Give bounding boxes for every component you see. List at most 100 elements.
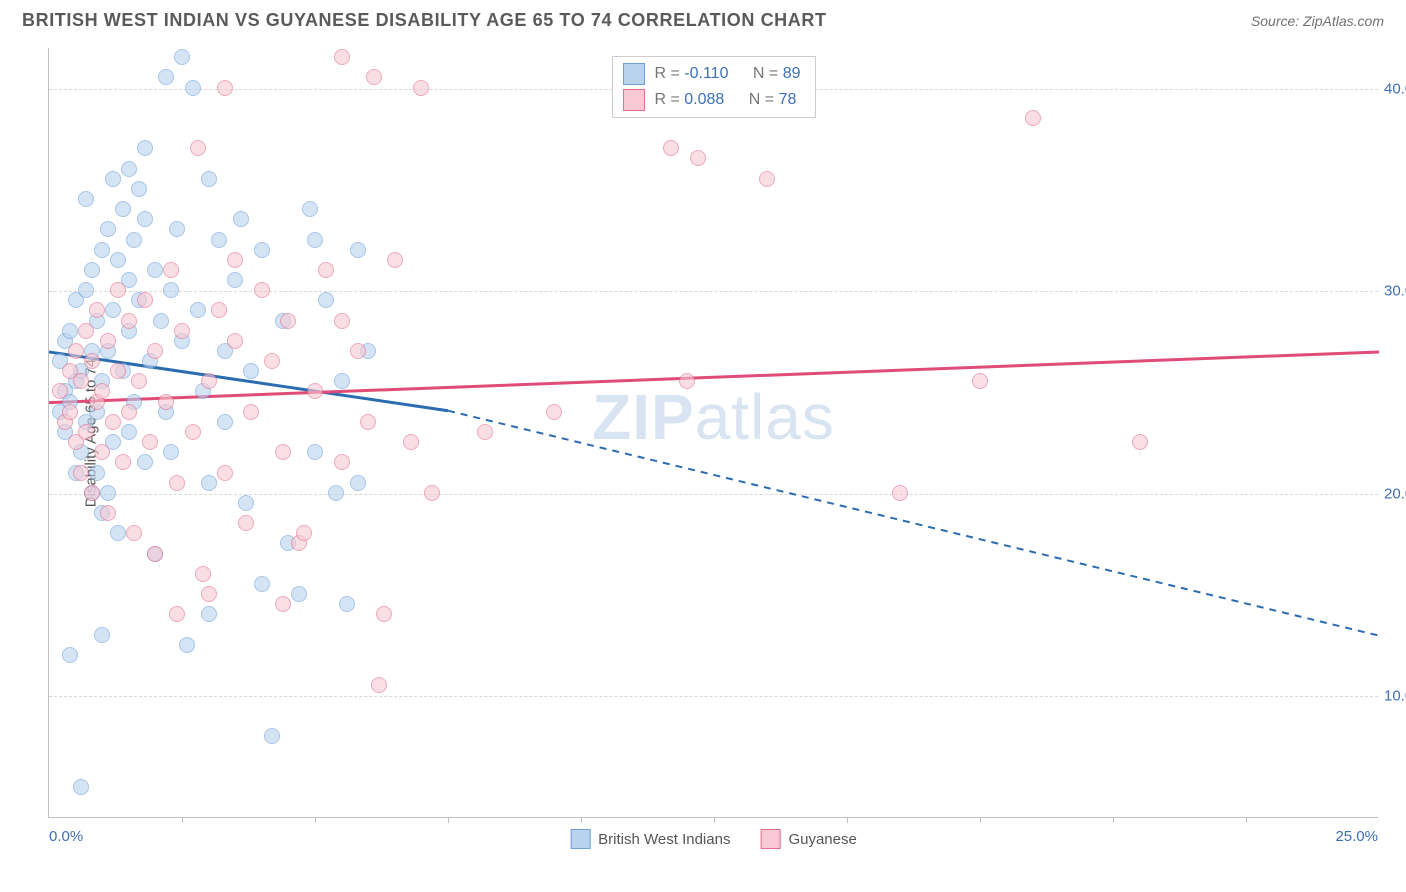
scatter-point-guy [227, 252, 243, 268]
scatter-point-guy [126, 525, 142, 541]
scatter-point-guy [73, 373, 89, 389]
scatter-point-bwi [110, 252, 126, 268]
gridline [49, 291, 1378, 292]
scatter-point-guy [892, 485, 908, 501]
scatter-point-guy [403, 434, 419, 450]
scatter-point-guy [972, 373, 988, 389]
scatter-point-guy [142, 434, 158, 450]
scatter-point-bwi [78, 282, 94, 298]
scatter-point-guy [264, 353, 280, 369]
x-tick [182, 817, 183, 823]
scatter-point-bwi [163, 282, 179, 298]
scatter-point-guy [371, 677, 387, 693]
x-axis-min-label: 0.0% [49, 828, 83, 845]
scatter-point-guy [121, 404, 137, 420]
chart-title: BRITISH WEST INDIAN VS GUYANESE DISABILI… [22, 10, 827, 31]
y-tick-label: 30.0% [1384, 283, 1406, 300]
scatter-point-guy [137, 292, 153, 308]
scatter-point-bwi [307, 232, 323, 248]
scatter-point-guy [334, 454, 350, 470]
scatter-point-bwi [318, 292, 334, 308]
scatter-point-guy [334, 49, 350, 65]
scatter-point-bwi [238, 495, 254, 511]
scatter-point-guy [163, 262, 179, 278]
swatch-guy [622, 89, 644, 111]
x-axis-max-label: 25.0% [1335, 828, 1378, 845]
scatter-point-bwi [233, 211, 249, 227]
scatter-point-bwi [291, 586, 307, 602]
gridline [49, 696, 1378, 697]
scatter-point-bwi [131, 181, 147, 197]
scatter-point-bwi [227, 272, 243, 288]
scatter-point-bwi [328, 485, 344, 501]
scatter-point-guy [318, 262, 334, 278]
scatter-point-guy [73, 465, 89, 481]
scatter-point-bwi [147, 262, 163, 278]
scatter-point-bwi [169, 221, 185, 237]
scatter-point-guy [84, 485, 100, 501]
stats-legend: R = -0.110 N = 89 R = 0.088 N = 78 [611, 56, 815, 118]
scatter-point-bwi [302, 201, 318, 217]
scatter-point-bwi [201, 171, 217, 187]
scatter-point-bwi [334, 373, 350, 389]
swatch-bwi [570, 829, 590, 849]
scatter-point-guy [169, 606, 185, 622]
swatch-bwi [622, 63, 644, 85]
scatter-point-guy [296, 525, 312, 541]
scatter-point-guy [1025, 110, 1041, 126]
scatter-point-bwi [350, 475, 366, 491]
scatter-point-guy [387, 252, 403, 268]
scatter-point-guy [663, 140, 679, 156]
scatter-point-bwi [254, 576, 270, 592]
scatter-point-guy [169, 475, 185, 491]
scatter-point-bwi [100, 221, 116, 237]
scatter-point-guy [238, 515, 254, 531]
scatter-point-guy [105, 414, 121, 430]
scatter-point-bwi [153, 313, 169, 329]
scatter-point-guy [89, 302, 105, 318]
x-tick [448, 817, 449, 823]
scatter-point-guy [690, 150, 706, 166]
swatch-guy [760, 829, 780, 849]
scatter-point-guy [243, 404, 259, 420]
scatter-point-guy [201, 586, 217, 602]
scatter-point-guy [78, 323, 94, 339]
scatter-point-guy [1132, 434, 1148, 450]
scatter-point-bwi [201, 606, 217, 622]
y-tick-label: 40.0% [1384, 80, 1406, 97]
scatter-point-bwi [105, 171, 121, 187]
scatter-point-bwi [339, 596, 355, 612]
scatter-point-bwi [350, 242, 366, 258]
scatter-point-guy [275, 444, 291, 460]
scatter-point-guy [201, 373, 217, 389]
scatter-point-guy [110, 282, 126, 298]
scatter-point-guy [121, 313, 137, 329]
scatter-point-bwi [185, 80, 201, 96]
scatter-point-guy [217, 465, 233, 481]
scatter-point-guy [477, 424, 493, 440]
legend-label-bwi: British West Indians [598, 831, 730, 848]
scatter-point-bwi [62, 323, 78, 339]
scatter-point-guy [62, 404, 78, 420]
scatter-point-guy [334, 313, 350, 329]
y-tick-label: 10.0% [1384, 688, 1406, 705]
scatter-point-guy [68, 343, 84, 359]
scatter-point-guy [350, 343, 366, 359]
scatter-point-bwi [105, 302, 121, 318]
scatter-point-bwi [190, 302, 206, 318]
scatter-point-guy [110, 363, 126, 379]
scatter-point-guy [211, 302, 227, 318]
scatter-point-bwi [137, 140, 153, 156]
legend-item-bwi: British West Indians [570, 829, 730, 849]
scatter-point-guy [84, 353, 100, 369]
scatter-point-bwi [307, 444, 323, 460]
scatter-point-guy [100, 505, 116, 521]
scatter-point-bwi [163, 444, 179, 460]
scatter-point-guy [280, 313, 296, 329]
scatter-point-bwi [217, 414, 233, 430]
scatter-point-guy [190, 140, 206, 156]
scatter-point-guy [131, 373, 147, 389]
x-tick [714, 817, 715, 823]
x-tick [581, 817, 582, 823]
scatter-point-bwi [264, 728, 280, 744]
